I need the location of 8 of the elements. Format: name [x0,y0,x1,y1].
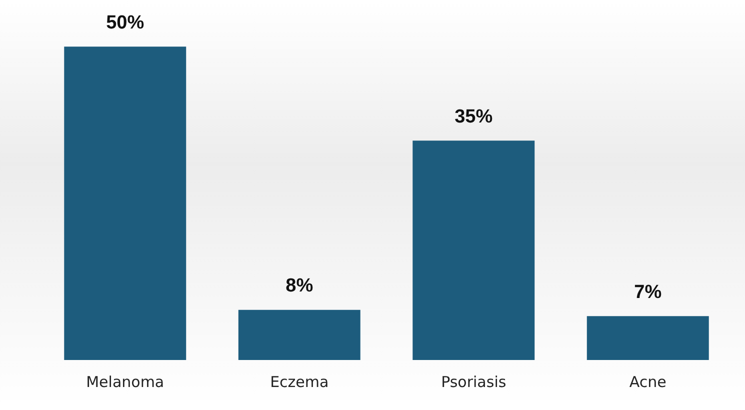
x-tick-label: Melanoma [86,372,164,391]
data-label: 8% [286,276,314,297]
data-label: 50% [106,12,144,34]
x-tick-label: Eczema [270,372,329,391]
data-label: 35% [454,106,493,128]
x-tick-label: Acne [629,372,666,391]
x-tick-label: Psoriasis [441,372,506,391]
data-label: 7% [634,282,662,303]
